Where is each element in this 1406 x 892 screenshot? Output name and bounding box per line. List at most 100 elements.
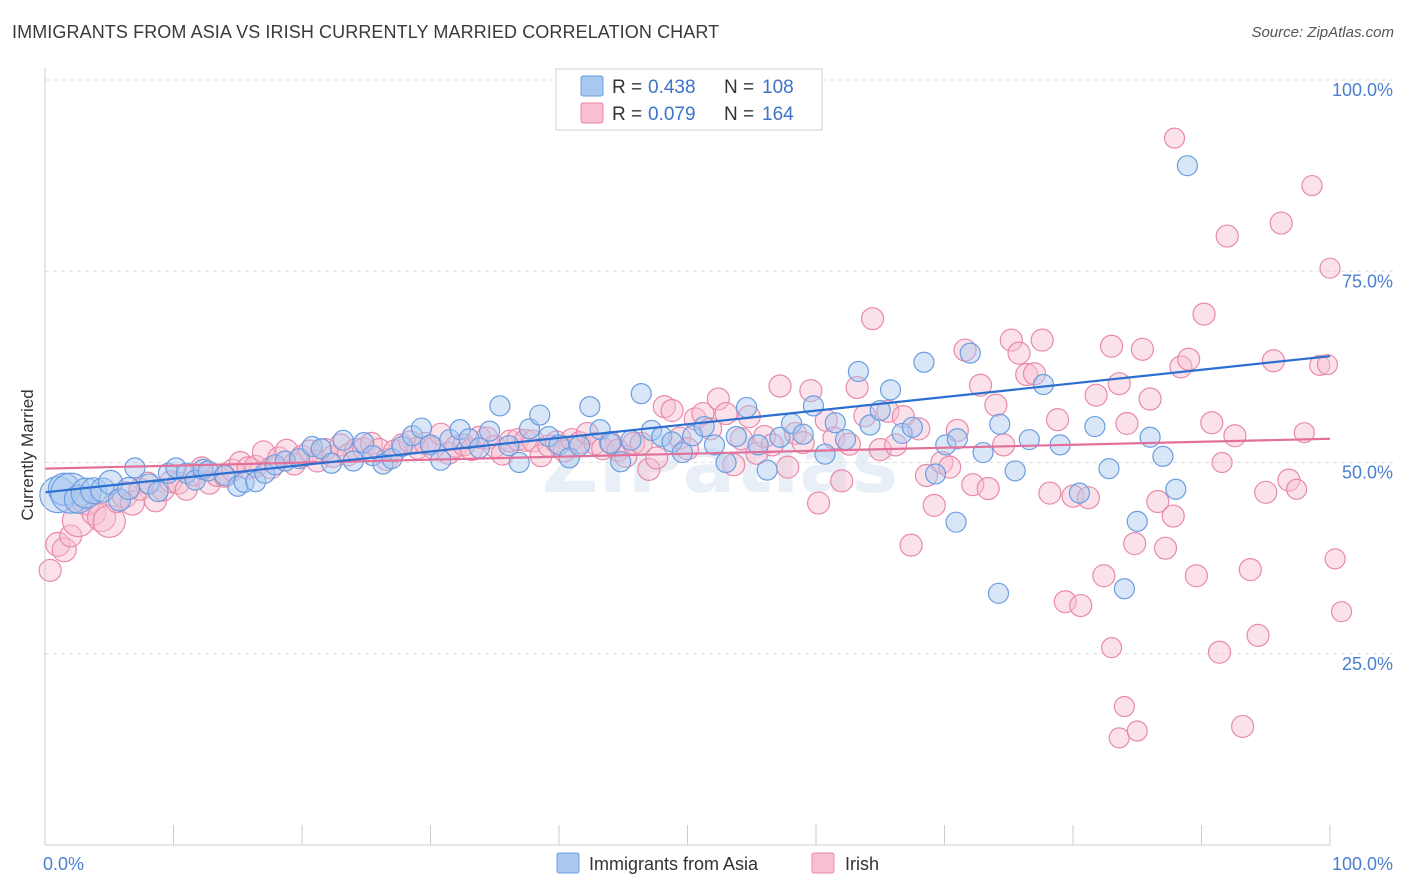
y-tick-label: 100.0% [1332,80,1393,100]
asia-point [972,441,994,464]
grid-layer: 25.0% 50.0% 75.0% 100.0% [45,79,1395,674]
asia-point [1176,155,1198,177]
legend-r-value-irish: 0.079 [648,104,696,125]
irish-point [1113,695,1136,718]
irish-point [1045,408,1070,432]
irish-point [1211,451,1233,474]
asia-point [449,419,471,441]
asia-point [703,434,726,456]
asia-point [736,396,758,419]
irish-point [1022,362,1047,386]
legend-r-label-irish: R = [612,104,642,125]
irish-point [1231,714,1255,739]
axis-layer [44,68,1331,846]
asia-point [715,451,737,474]
irish-point [1084,383,1108,407]
asia-point [332,429,354,451]
x-tick-label-min: 0.0% [43,854,84,874]
asia-point [107,488,132,512]
asia-point [924,463,947,485]
y-axis-title: Currently Married [18,389,37,520]
asia-point [682,425,704,447]
asia-point [859,414,881,436]
asia-point [610,451,632,473]
legend-n-label-asia: N = [724,77,754,98]
irish-point [1184,564,1208,588]
asia-point [124,457,146,479]
asia-point [824,412,846,434]
irish-point [938,455,962,479]
asia-point [401,425,424,447]
asia-point [310,438,332,460]
irish-point [845,375,869,400]
irish-point [86,502,117,533]
irish-point [976,476,1000,501]
x-tick-label-max: 100.0% [1332,854,1393,874]
asia-point [869,399,891,422]
irish-point [891,405,915,429]
irish-point [1100,637,1123,659]
asia-point [70,477,102,509]
irish-point [1123,531,1147,556]
irish-point [961,473,985,497]
irish-point [1115,411,1139,436]
asia-point [913,351,935,373]
irish-point [92,504,126,539]
y-tick-label: 25.0% [1342,654,1393,674]
y-tick-label: 75.0% [1342,271,1393,291]
irish-point [907,417,931,441]
irish-point [1053,590,1077,614]
asia-point [725,425,747,448]
irish-point [1269,211,1293,235]
irish-point [274,438,299,462]
irish-point [1177,347,1201,371]
irish-point [1161,504,1185,528]
asia-point [834,428,857,451]
irish-point [968,373,993,397]
irish-point [1215,224,1239,248]
asia-point [1032,373,1055,396]
irish-point [1099,334,1124,358]
asia-point [1165,478,1187,500]
irish-point [1015,362,1039,387]
asia-point [814,443,836,465]
irish-point [1200,411,1224,435]
irish-point [645,446,669,470]
asia-point [987,582,1010,604]
bottom-legend: Immigrants from Asia Irish [556,852,879,874]
asia-point [233,471,255,493]
asia-point [227,475,249,497]
asia-point [620,429,642,451]
irish-point [1285,478,1308,500]
irish-point [1038,481,1062,505]
irish-point [1107,372,1131,396]
asia-point [410,417,433,439]
chart-source: Source: ZipAtlas.com [1251,24,1394,41]
asia-point [245,471,267,493]
irish-point [830,469,854,493]
irish-point [51,537,77,563]
asia-point [1098,458,1120,480]
irish-point [1146,489,1170,514]
irish-point [722,453,746,477]
legend-n-value-irish: 164 [762,104,794,125]
asia-point [489,395,511,417]
legend-n-value-asia: 108 [762,77,794,98]
asia-point [989,413,1011,435]
legend-r-label-asia: R = [612,77,642,98]
bottom-legend-label-irish: Irish [845,854,879,874]
asia-point [847,360,870,383]
y-tick-label: 50.0% [1342,463,1393,483]
irish-point [1246,623,1270,647]
irish-point [1309,354,1331,376]
irish-point [1238,557,1262,582]
irish-point [660,398,684,423]
irish-point [1324,548,1346,570]
asia-point [747,434,769,456]
irish-point [914,463,939,488]
asia-point [1126,510,1148,533]
irish-point [806,491,831,515]
irish-point [1319,257,1341,279]
irish-point [791,431,815,455]
bottom-legend-label-asia: Immigrants from Asia [589,854,759,874]
